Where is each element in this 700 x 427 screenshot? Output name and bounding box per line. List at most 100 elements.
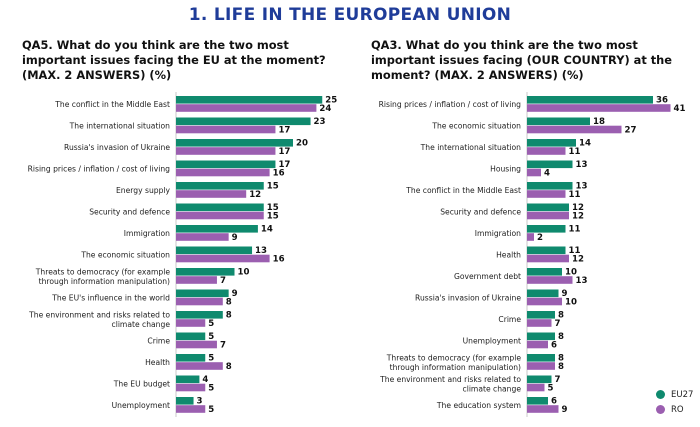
category-label-line: Energy supply bbox=[116, 186, 171, 195]
category-label-line: The international situation bbox=[69, 122, 171, 131]
bar-eu27 bbox=[527, 397, 548, 405]
bar-eu27 bbox=[527, 311, 555, 319]
data-label-ro: 9 bbox=[232, 233, 238, 243]
bar-eu27 bbox=[176, 268, 235, 276]
legend-swatch-eu27 bbox=[656, 390, 665, 399]
chart-title-line: (MAX. 2 ANSWERS) (%) bbox=[22, 68, 172, 82]
bar-eu27 bbox=[527, 246, 566, 255]
bar-chart-country-issues: Rising prices / inflation / cost of livi… bbox=[379, 92, 685, 417]
category-label-line: Unemployment bbox=[112, 401, 170, 410]
bar-ro bbox=[527, 168, 541, 177]
page-title: 1. LIFE IN THE EUROPEAN UNION bbox=[188, 5, 512, 25]
chart-title-line: important issues facing (OUR COUNTRY) at… bbox=[371, 53, 673, 67]
bar-ro bbox=[176, 254, 270, 263]
bar-ro bbox=[176, 168, 270, 177]
legend-label-ro: RO bbox=[671, 404, 684, 415]
bar-eu27 bbox=[527, 375, 552, 384]
category-label: The environment and risks related to clim… bbox=[379, 375, 521, 394]
bar-eu27 bbox=[176, 246, 253, 255]
data-label-eu27: 25 bbox=[325, 96, 337, 106]
category-label-line: climate change bbox=[112, 320, 171, 329]
bar-ro bbox=[176, 211, 264, 220]
data-label-ro: 8 bbox=[226, 362, 232, 372]
category-label: Housing bbox=[490, 165, 521, 174]
data-label-eu27: 3 bbox=[197, 397, 203, 407]
category-label: Health bbox=[145, 358, 170, 367]
category-label: Unemployment bbox=[463, 337, 521, 346]
category-label-line: Government debt bbox=[454, 272, 521, 281]
data-label-eu27: 11 bbox=[569, 246, 581, 256]
data-label-eu27: 20 bbox=[296, 139, 308, 149]
category-label-line: Health bbox=[145, 358, 170, 367]
category-label-line: Rising prices / inflation / cost of livi… bbox=[28, 165, 171, 174]
data-label-ro: 8 bbox=[226, 297, 232, 307]
bar-eu27 bbox=[176, 160, 276, 169]
category-label-line: Immigration bbox=[124, 229, 170, 238]
chart-title-line: QA5. What do you think are the two most bbox=[22, 38, 289, 52]
data-label-eu27: 6 bbox=[551, 397, 557, 407]
bar-eu27 bbox=[527, 203, 569, 212]
data-label-eu27: 11 bbox=[569, 225, 581, 235]
bar-ro bbox=[176, 383, 206, 392]
category-label-line: The conflict in the Middle East bbox=[405, 186, 521, 195]
category-label-line: Crime bbox=[147, 337, 170, 346]
data-label-eu27: 8 bbox=[558, 332, 564, 342]
data-label-eu27: 8 bbox=[558, 354, 564, 364]
bar-ro bbox=[527, 190, 566, 198]
category-label: Government debt bbox=[454, 272, 521, 281]
category-label: Immigration bbox=[124, 229, 170, 238]
data-label-ro: 27 bbox=[625, 125, 637, 135]
bar-eu27 bbox=[527, 268, 562, 276]
data-label-ro: 9 bbox=[562, 405, 568, 415]
data-label-eu27: 5 bbox=[208, 332, 214, 342]
legend-label-eu27: EU27 bbox=[671, 389, 694, 400]
category-label: The education system bbox=[436, 401, 521, 410]
data-label-eu27: 10 bbox=[238, 268, 250, 278]
category-label: Russia's invasion of Ukraine bbox=[415, 294, 521, 303]
data-label-ro: 11 bbox=[569, 147, 581, 157]
category-label: Unemployment bbox=[112, 401, 170, 410]
category-label: The EU budget bbox=[113, 380, 170, 389]
category-label-line: Security and defence bbox=[440, 208, 521, 217]
data-label-ro: 12 bbox=[572, 254, 584, 264]
bar-ro bbox=[176, 147, 276, 155]
data-label-eu27: 36 bbox=[656, 96, 668, 106]
legend-swatch-ro bbox=[656, 405, 665, 414]
data-label-eu27: 5 bbox=[208, 354, 214, 364]
data-label-ro: 7 bbox=[220, 276, 226, 286]
bar-eu27 bbox=[176, 139, 293, 147]
category-label: The international situation bbox=[420, 143, 522, 152]
category-label-line: through information manipulation) bbox=[390, 363, 521, 372]
bar-ro bbox=[527, 297, 562, 306]
category-label-line: The conflict in the Middle East bbox=[54, 100, 170, 109]
data-label-eu27: 8 bbox=[558, 311, 564, 321]
data-label-ro: 6 bbox=[551, 340, 557, 350]
category-label: Security and defence bbox=[89, 208, 170, 217]
bar-eu27 bbox=[176, 117, 311, 126]
data-label-eu27: 13 bbox=[576, 182, 588, 192]
bar-ro bbox=[176, 104, 317, 112]
bar-eu27 bbox=[527, 96, 653, 104]
category-label-line: Crime bbox=[498, 315, 521, 324]
data-label-eu27: 15 bbox=[267, 182, 279, 192]
data-label-ro: 8 bbox=[558, 362, 564, 372]
bar-eu27 bbox=[176, 311, 223, 319]
data-label-eu27: 17 bbox=[278, 160, 290, 170]
bar-eu27 bbox=[527, 354, 555, 362]
data-label-ro: 13 bbox=[576, 276, 588, 286]
category-label-line: Immigration bbox=[475, 229, 521, 238]
bar-ro bbox=[176, 276, 217, 284]
bar-ro bbox=[527, 405, 559, 413]
data-label-eu27: 9 bbox=[232, 289, 238, 299]
bar-eu27 bbox=[176, 203, 264, 212]
data-label-ro: 2 bbox=[537, 233, 543, 243]
data-label-ro: 12 bbox=[249, 190, 261, 200]
bar-ro bbox=[176, 340, 217, 349]
category-label: Energy supply bbox=[116, 186, 171, 195]
bar-eu27 bbox=[527, 182, 573, 190]
category-label-line: through information manipulation) bbox=[39, 277, 170, 286]
category-label: Rising prices / inflation / cost of livi… bbox=[28, 165, 171, 174]
data-label-ro: 17 bbox=[278, 125, 290, 135]
category-label: Threats to democracy (for example through… bbox=[35, 267, 171, 286]
